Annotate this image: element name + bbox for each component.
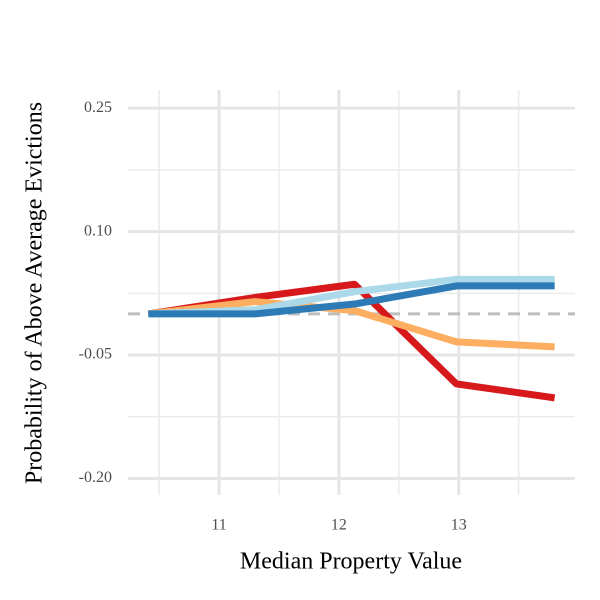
y-tick-label: 0.25 [84,99,112,116]
x-axis-label: Median Property Value [240,549,462,575]
x-tick-label: 11 [211,517,226,534]
x-tick-label: 13 [451,517,467,534]
series-line [148,282,555,318]
x-tick-label: 12 [331,517,347,534]
y-tick-label: -0.05 [79,346,112,363]
y-axis-label: Probability of Above Average Evictions [22,102,48,484]
series-line [147,298,555,351]
y-tick-label: -0.20 [79,469,112,486]
y-tick-label: 0.10 [84,222,112,239]
